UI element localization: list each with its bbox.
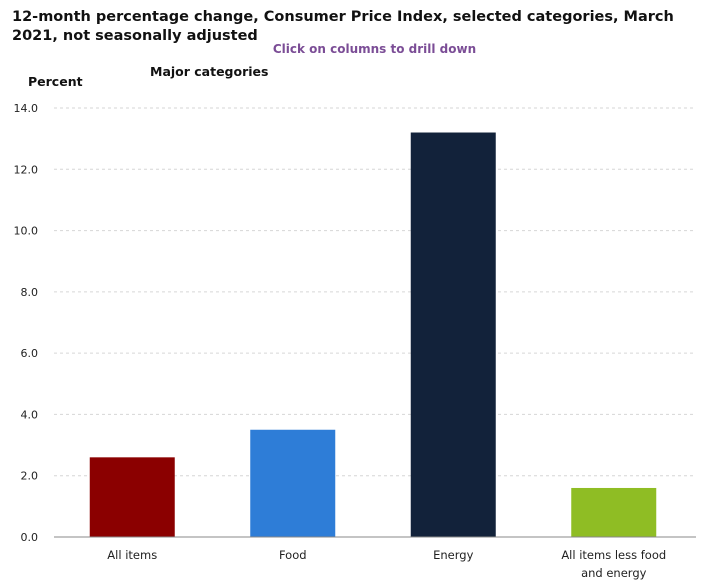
y-axis-label: Percent	[28, 74, 83, 89]
bars	[89, 132, 657, 537]
drill-down-hint[interactable]: Click on columns to drill down	[272, 42, 477, 56]
x-tick-label: Food	[279, 548, 307, 562]
x-axis-labels: All items Food Energy All items less food an…	[107, 548, 666, 580]
y-tick-label: 6.0	[21, 347, 39, 360]
x-tick-label: All items less food and energy	[561, 548, 666, 580]
y-tick-label: 0.0	[21, 531, 39, 544]
bar-energy[interactable]	[410, 132, 496, 537]
x-tick-label: Energy	[433, 548, 473, 562]
y-tick-label: 12.0	[14, 163, 39, 176]
y-axis-ticks: 0.0 2.0 4.0 6.0 8.0 10.0 12.0 14.0	[14, 102, 39, 544]
bar-all-items-less-food-and-energy[interactable]	[571, 487, 657, 537]
x-tick-label: All items	[107, 548, 157, 562]
gridlines	[54, 107, 696, 477]
y-tick-label: 14.0	[14, 102, 39, 115]
y-tick-label: 4.0	[21, 408, 39, 421]
y-tick-label: 10.0	[14, 225, 39, 238]
chart-title: 12-month percentage change, Consumer Pri…	[12, 9, 674, 44]
bar-food[interactable]	[250, 429, 336, 537]
bar-all-items[interactable]	[89, 457, 175, 537]
y-tick-label: 8.0	[21, 286, 39, 299]
category-group-label: Major categories	[150, 64, 269, 79]
y-tick-label: 2.0	[21, 470, 39, 483]
